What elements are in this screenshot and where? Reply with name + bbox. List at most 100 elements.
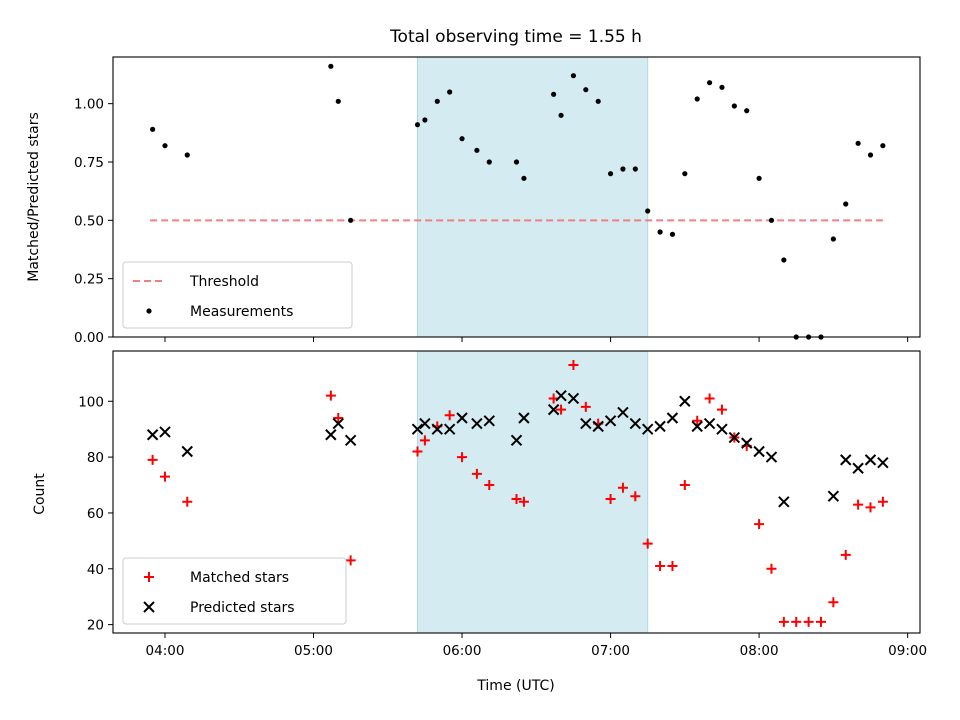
x-tick-label: 09:00: [888, 643, 927, 659]
matched-star-marker: [865, 502, 876, 513]
matched-star-marker: [325, 390, 336, 401]
legend-label: Measurements: [190, 304, 293, 320]
measurement-point: [422, 117, 428, 123]
predicted-star-marker: [666, 412, 679, 424]
predicted-star-marker: [431, 423, 443, 435]
y-tick-label: 100: [78, 394, 104, 410]
matched-star-marker: [803, 616, 814, 627]
predicted-star-marker: [159, 426, 171, 438]
measurement-point: [551, 91, 557, 97]
measurement-point: [632, 166, 638, 172]
measurement-point: [781, 257, 787, 263]
bottom-y-axis-label: Count: [32, 473, 48, 515]
predicted-star-marker: [592, 420, 604, 433]
legend-label: Predicted stars: [190, 600, 295, 616]
matched-star-marker: [754, 519, 765, 530]
series-measurements: [150, 63, 886, 340]
matched-star-marker: [630, 491, 641, 502]
predicted-star-marker: [456, 412, 468, 424]
measurement-point: [756, 175, 762, 181]
measurement-point: [645, 208, 651, 214]
matched-star-marker: [444, 410, 455, 421]
matched-star-marker: [419, 435, 430, 446]
measurement-point: [583, 87, 589, 93]
bottom-panel: 04:00 05:00 06:00 07:00 08:00 09:00 20 40 60 80 10…: [78, 350, 927, 659]
measurement-point: [150, 126, 156, 132]
top-y-axis-label: Matched/Predicted stars: [26, 112, 42, 282]
matched-star-marker: [692, 415, 703, 426]
matched-star-marker: [412, 446, 423, 457]
y-tick-label: 1.00: [74, 97, 104, 113]
shaded-interval: [416, 350, 649, 634]
measurement-point: [843, 201, 849, 207]
legend-matched-handle: [144, 572, 154, 582]
predicted-star-marker: [728, 431, 741, 444]
matched-star-marker: [791, 616, 802, 627]
matched-star-marker: [484, 480, 495, 491]
y-tick-label: 20: [87, 618, 104, 634]
measurement-point: [570, 73, 577, 79]
x-tick-label: 06:00: [443, 643, 482, 659]
matched-star-marker: [828, 597, 839, 608]
matched-star-marker: [518, 496, 529, 507]
matched-star-marker: [182, 496, 193, 507]
x-tick-label: 07:00: [591, 643, 630, 659]
legend-label: Matched stars: [190, 570, 289, 586]
matched-star-marker: [511, 493, 522, 504]
predicted-star-marker: [877, 456, 889, 469]
predicted-star-marker: [629, 417, 642, 430]
measurement-point: [434, 98, 440, 104]
series-predicted-stars: [146, 389, 889, 508]
predicted-star-marker: [617, 406, 629, 419]
y-tick-label: 60: [87, 506, 104, 522]
predicted-star-marker: [419, 417, 431, 430]
predicted-star-marker: [716, 423, 728, 435]
predicted-star-marker: [778, 496, 790, 508]
matched-star-marker: [679, 480, 690, 491]
predicted-star-marker: [827, 490, 840, 502]
predicted-star-marker: [411, 423, 424, 435]
measurement-point: [595, 98, 601, 104]
measurement-point: [184, 152, 190, 158]
predicted-star-marker: [567, 392, 580, 405]
predicted-star-marker: [654, 420, 666, 433]
predicted-star-marker: [765, 451, 778, 463]
predicted-star-marker: [741, 437, 753, 449]
measurement-point: [348, 217, 354, 223]
measurement-point: [607, 171, 614, 177]
predicted-star-marker: [471, 417, 483, 430]
x-tick-label: 05:00: [294, 643, 333, 659]
predicted-star-marker: [840, 454, 852, 466]
axes-frame: [112, 56, 921, 338]
matched-star-marker: [345, 555, 356, 566]
measurement-point: [867, 152, 874, 158]
measurement-point: [694, 96, 700, 102]
predicted-star-marker: [753, 445, 765, 458]
predicted-star-marker: [547, 403, 560, 416]
matched-star-marker: [617, 482, 628, 493]
axes-frame: [112, 350, 921, 634]
y-tick-label: 0.50: [74, 213, 104, 229]
measurement-point: [459, 136, 465, 142]
predicted-star-marker: [641, 423, 654, 435]
y-tick-label: 40: [87, 562, 104, 578]
matched-star-marker: [840, 549, 851, 560]
predicted-star-marker: [146, 429, 159, 441]
legend-box: [122, 261, 353, 329]
measurement-point: [768, 217, 775, 223]
matched-star-marker: [147, 454, 158, 465]
y-tick-label: 0.25: [74, 272, 104, 288]
measurement-point: [744, 108, 750, 114]
matched-star-marker: [159, 471, 170, 482]
matched-star-marker: [655, 560, 666, 571]
legend: Matched stars Predicted stars: [122, 557, 347, 625]
x-axis-label: Time (UTC): [476, 678, 554, 694]
measurement-point: [731, 103, 737, 109]
measurement-point: [328, 63, 334, 69]
predicted-star-marker: [181, 445, 193, 458]
chart-title: Total observing time = 1.55 h: [389, 27, 642, 47]
predicted-star-marker: [325, 429, 337, 441]
measurement-point: [335, 98, 341, 104]
measurement-point: [474, 147, 480, 153]
y-tick-label: 0.75: [74, 155, 104, 171]
